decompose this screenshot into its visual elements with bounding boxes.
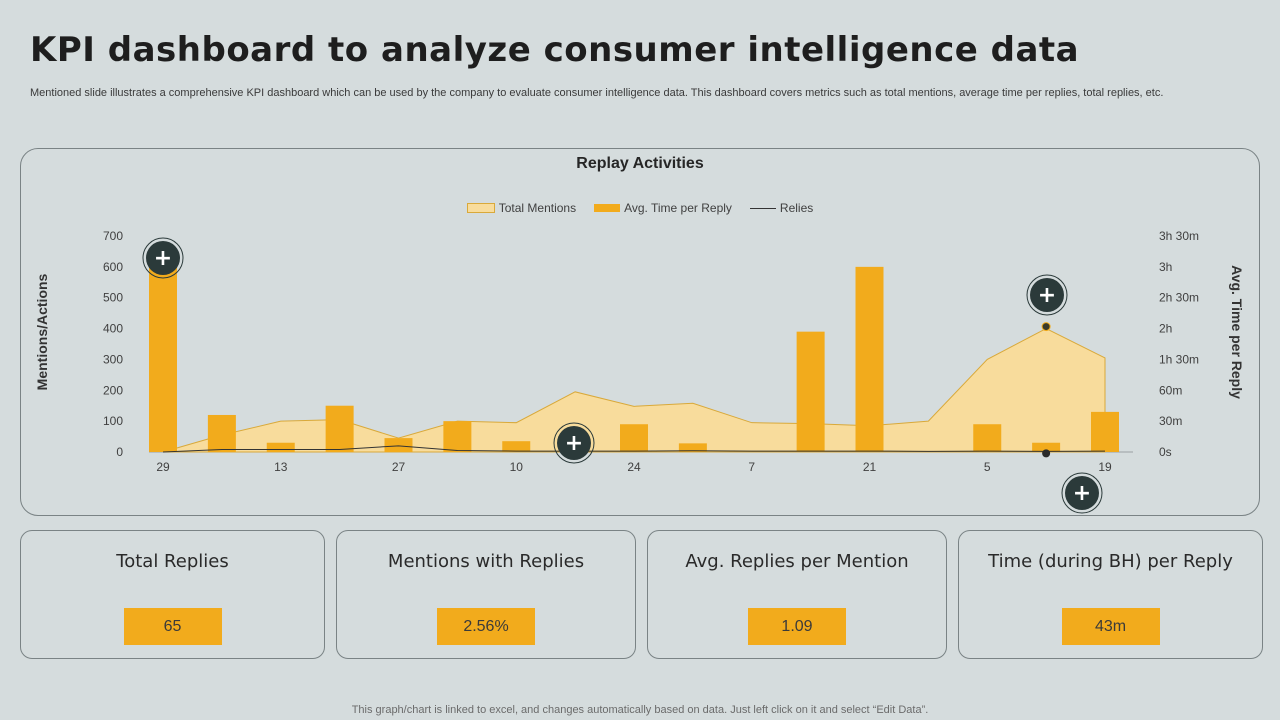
y-tick-label: 300 (103, 352, 123, 366)
y-tick-label: 400 (103, 322, 123, 336)
chart-legend: Total Mentions Avg. Time per Reply Relie… (21, 201, 1259, 215)
plus-button-bg (557, 426, 591, 460)
page-subtitle: Mentioned slide illustrates a comprehens… (30, 87, 1164, 99)
chart-title: Replay Activities (576, 155, 704, 172)
expand-plus-button[interactable]: + (1061, 472, 1103, 514)
kpi-value: 43m (1061, 608, 1160, 645)
plus-button-ring (553, 422, 595, 464)
y2-tick-label: 2h 30m (1159, 291, 1199, 305)
x-tick-label: 27 (392, 460, 406, 474)
y2-tick-label: 3h (1159, 260, 1172, 274)
plus-button-ring (1026, 274, 1068, 316)
y2-tick-label: 60m (1159, 383, 1182, 397)
x-tick-label: 7 (748, 460, 755, 474)
x-tick-label: 5 (984, 460, 991, 474)
y-tick-label: 700 (103, 229, 123, 243)
bar-avg-time (620, 424, 648, 452)
legend-swatch-line (749, 207, 776, 209)
kpi-card-time-per-reply: Time (during BH) per Reply 43m (958, 530, 1263, 659)
plus-icon: + (154, 246, 172, 271)
bar-avg-time (678, 443, 707, 452)
replay-activities-panel: Replay Activities Total Mentions Avg. Ti… (20, 148, 1260, 516)
legend-item-avg-time: Avg. Time per Reply (594, 201, 732, 215)
bar-avg-time (855, 266, 884, 452)
bar-avg-time (266, 442, 295, 452)
kpi-value: 1.09 (748, 608, 846, 645)
bar-avg-time (1091, 411, 1119, 452)
y-tick-label: 100 (103, 414, 123, 428)
plus-button-ring (1061, 472, 1103, 514)
bar-avg-time (973, 424, 1002, 452)
legend-swatch-bar (594, 204, 621, 212)
plus-button-bg (1030, 278, 1064, 312)
bar-avg-time (796, 331, 825, 452)
point-marker (1042, 449, 1051, 458)
bar-avg-time (384, 438, 413, 452)
x-tick-label: 13 (274, 460, 288, 474)
kpi-value: 65 (123, 608, 222, 645)
plus-icon: + (1073, 481, 1091, 506)
kpi-card-avg-replies-per-mention: Avg. Replies per Mention 1.09 (647, 530, 947, 659)
y-tick-label: 500 (103, 291, 123, 305)
bar-avg-time (502, 441, 531, 452)
legend-label-avg-time: Avg. Time per Reply (624, 201, 732, 215)
footer-note: This graph/chart is linked to excel, and… (351, 704, 929, 716)
kpi-card-total-replies: Total Replies 65 (20, 530, 325, 659)
x-tick-label: 24 (627, 460, 641, 474)
kpi-label: Total Replies (116, 551, 229, 572)
legend-label-total-mentions: Total Mentions (498, 201, 577, 215)
kpi-value: 2.56% (437, 608, 535, 645)
bar-avg-time (149, 266, 177, 452)
point-marker (1041, 322, 1051, 332)
legend-swatch-area (466, 203, 495, 213)
y2-tick-label: 1h 30m (1159, 352, 1199, 366)
plus-button-bg (146, 241, 180, 275)
plus-button-ring (142, 237, 184, 279)
legend-item-total-mentions: Total Mentions (466, 201, 577, 215)
kpi-label: Time (during BH) per Reply (988, 551, 1233, 572)
x-tick-label: 21 (863, 460, 877, 474)
kpi-card-mentions-with-replies: Mentions with Replies 2.56% (336, 530, 636, 659)
plus-button-bg (1065, 476, 1099, 510)
plus-icon: + (1038, 283, 1056, 308)
legend-item-relies: Relies (749, 201, 814, 215)
x-tick-label: 29 (156, 460, 170, 474)
y-tick-label: 200 (103, 383, 123, 397)
bar-avg-time (207, 414, 236, 452)
page-title: KPI dashboard to analyze consumer intell… (30, 30, 1080, 70)
y-tick-label: 0 (116, 445, 123, 459)
y2-tick-label: 30m (1159, 414, 1182, 428)
expand-plus-button[interactable]: + (142, 237, 184, 279)
y2-tick-label: 3h 30m (1159, 229, 1199, 243)
y-axis-title: Mentions/Actions (34, 273, 50, 390)
y2-tick-label: 2h (1159, 322, 1172, 336)
bar-avg-time (1032, 442, 1061, 452)
y2-tick-label: 0s (1159, 445, 1172, 459)
bar-avg-time (325, 405, 354, 452)
y-tick-label: 600 (103, 260, 123, 274)
x-tick-label: 10 (510, 460, 524, 474)
expand-plus-button[interactable]: + (553, 422, 595, 464)
kpi-label: Avg. Replies per Mention (685, 551, 909, 572)
kpi-label: Mentions with Replies (387, 551, 585, 572)
x-tick-label: 19 (1098, 460, 1112, 474)
bar-avg-time (443, 421, 472, 452)
series-relies-line (162, 445, 1106, 453)
legend-label-relies: Relies (779, 201, 814, 215)
expand-plus-button[interactable]: + (1026, 274, 1068, 316)
replay-activities-chart: 0 100 200 300 400 500 600 700 0s 30m 60m 1h 30m 2h 2h… (34, 229, 1245, 514)
y2-axis-title: Avg. Time per Reply (1229, 265, 1245, 399)
plus-icon: + (565, 431, 583, 456)
